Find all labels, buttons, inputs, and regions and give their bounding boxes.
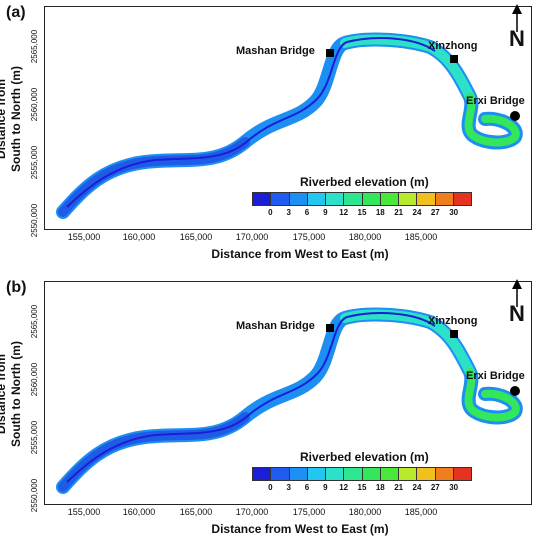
y-axis-label: Distance from South to North (m) [0, 54, 24, 184]
x-tick: 170,000 [235, 507, 269, 517]
y-tick: 2565,000 [30, 304, 40, 339]
xinzhong-label: Xinzhong [428, 40, 478, 52]
y-tick: 2555,000 [30, 420, 40, 455]
legend-tick: 27 [430, 483, 440, 492]
legend-tick: 24 [412, 208, 422, 217]
legend-tick: 15 [357, 483, 367, 492]
legend-tick: 12 [339, 208, 349, 217]
x-tick: 180,000 [348, 507, 382, 517]
legend: Riverbed elevation (m) 0 3 6 9 12 15 18 … [252, 175, 484, 220]
x-tick: 180,000 [348, 232, 382, 242]
north-arrow: N [504, 4, 530, 60]
legend-tick: 21 [394, 208, 404, 217]
xinzhong-marker [450, 55, 458, 63]
legend-ticks: 0 3 6 9 12 15 18 21 24 27 30 [252, 208, 472, 220]
y-tick: 2555,000 [30, 145, 40, 180]
mashan-bridge-marker [326, 49, 334, 57]
map-panel-b: (b) Mashan Bridge Xinzhong Erxi Bridge N… [0, 275, 540, 550]
legend-tick: 6 [304, 208, 310, 217]
legend-tick: 3 [286, 208, 291, 217]
legend: Riverbed elevation (m) 0 3 6 9 12 15 18 … [252, 450, 484, 495]
x-tick: 175,000 [292, 507, 326, 517]
legend-ticks: 0 3 6 9 12 15 18 21 24 27 30 [252, 483, 472, 495]
north-letter: N [509, 26, 525, 51]
x-tick: 155,000 [67, 232, 101, 242]
x-tick: 165,000 [179, 507, 213, 517]
x-tick: 155,000 [67, 507, 101, 517]
map-panel-a: (a) Mashan Bridge Xinzhong Erxi Bridge N… [0, 4, 532, 261]
river-map [56, 32, 523, 219]
legend-title: Riverbed elevation (m) [300, 175, 429, 189]
legend-tick: 30 [449, 483, 459, 492]
legend-tick: 21 [394, 483, 404, 492]
erxi-bridge-label: Erxi Bridge [466, 95, 525, 107]
panel-label: (a) [6, 4, 26, 21]
x-tick: 160,000 [122, 232, 156, 242]
erxi-bridge-marker [510, 386, 520, 396]
y-axis-label-line2: South to North (m) [9, 66, 23, 172]
y-tick: 2560,000 [30, 362, 40, 397]
legend-tick: 0 [268, 483, 273, 492]
river-thalweg [66, 37, 436, 208]
erxi-bridge-marker [510, 111, 520, 121]
erxi-bridge-label: Erxi Bridge [466, 370, 525, 382]
river-thalweg [66, 312, 436, 483]
y-tick: 2550,000 [30, 203, 40, 238]
river-erxi-reach [464, 93, 520, 147]
legend-colorbar [252, 192, 472, 206]
north-arrow-icon [512, 4, 522, 32]
x-tick: 175,000 [292, 232, 326, 242]
legend-tick: 18 [375, 208, 385, 217]
y-axis-label-line1: Distance from [0, 78, 8, 160]
river-map [56, 307, 523, 494]
mashan-bridge-label: Mashan Bridge [236, 320, 315, 332]
y-tick: 2565,000 [30, 29, 40, 64]
y-tick: 2550,000 [30, 478, 40, 513]
legend-tick: 18 [375, 483, 385, 492]
x-tick: 185,000 [404, 232, 438, 242]
river-erxi-reach [464, 368, 520, 422]
legend-tick: 3 [286, 483, 291, 492]
north-arrow-icon [512, 279, 522, 307]
north-letter: N [509, 301, 525, 326]
y-tick: 2560,000 [30, 87, 40, 122]
x-tick: 185,000 [404, 507, 438, 517]
x-axis-label: Distance from West to East (m) [211, 522, 389, 536]
x-axis-label: Distance from West to East (m) [211, 247, 389, 261]
legend-tick: 0 [268, 208, 273, 217]
x-tick: 165,000 [179, 232, 213, 242]
xinzhong-marker [450, 330, 458, 338]
legend-tick: 30 [449, 208, 459, 217]
mashan-bridge-marker [326, 324, 334, 332]
legend-tick: 24 [412, 483, 422, 492]
legend-tick: 9 [323, 483, 328, 492]
y-axis-label-line2: South to North (m) [9, 341, 23, 447]
x-tick: 160,000 [122, 507, 156, 517]
xinzhong-label: Xinzhong [428, 315, 478, 327]
legend-title: Riverbed elevation (m) [300, 450, 429, 464]
legend-tick: 15 [357, 208, 367, 217]
x-tick: 170,000 [235, 232, 269, 242]
y-axis-label: Distance from South to North (m) [0, 329, 24, 459]
panel-label: (b) [6, 279, 27, 296]
legend-tick: 9 [323, 208, 328, 217]
y-axis-label-line1: Distance from [0, 353, 8, 435]
mashan-bridge-label: Mashan Bridge [236, 45, 315, 57]
legend-tick: 27 [430, 208, 440, 217]
legend-tick: 6 [304, 483, 310, 492]
legend-tick: 12 [339, 483, 349, 492]
north-arrow: N [504, 279, 530, 335]
legend-colorbar [252, 467, 472, 481]
